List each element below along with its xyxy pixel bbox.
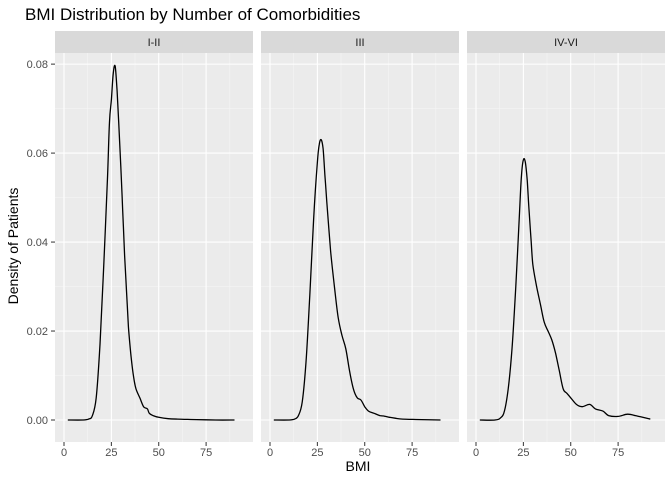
x-tick-label: 75: [200, 447, 212, 459]
x-tick-label: 50: [153, 447, 165, 459]
y-tick-label: 0.08: [27, 59, 48, 71]
strip-background: [55, 31, 253, 53]
x-tick-label: 25: [517, 447, 529, 459]
panels-group: I-II 0 25 50 75 III 0 25 50 75 IV-VI 0 25 50 75: [55, 31, 665, 459]
strip-label: III: [355, 37, 364, 49]
x-tick-label: 0: [61, 447, 67, 459]
panel-background: [467, 53, 665, 442]
y-tick-label: 0.00: [27, 415, 48, 427]
strip-label: I-II: [148, 37, 161, 49]
strip-background: [261, 31, 459, 53]
strip-background: [467, 31, 665, 53]
strip-label: IV-VI: [554, 37, 578, 49]
y-tick-label: 0.06: [27, 148, 48, 160]
panel-background: [55, 53, 253, 442]
x-tick-label: 0: [267, 447, 273, 459]
x-tick-label: 75: [406, 447, 418, 459]
density-line-iii: [273, 138, 441, 421]
x-tick-label: 0: [473, 447, 479, 459]
panel-background: [261, 53, 459, 442]
chart-title: BMI Distribution by Number of Comorbidit…: [25, 5, 360, 24]
panel-iv-vi: IV-VI 0 25 50 75: [467, 31, 665, 459]
x-tick-label: 50: [565, 447, 577, 459]
y-axis-title: Density of Patients: [5, 188, 21, 305]
y-tick-label: 0.04: [27, 237, 48, 249]
panel-iii: III 0 25 50 75: [261, 31, 459, 459]
panel-i-ii: I-II 0 25 50 75: [55, 31, 253, 459]
y-axis: 0.00 0.02 0.04 0.06 0.08: [27, 59, 55, 427]
x-axis-title: BMI: [346, 458, 371, 474]
x-tick-label: 25: [311, 447, 323, 459]
x-tick-label: 25: [105, 447, 117, 459]
x-tick-label: 50: [359, 447, 371, 459]
y-tick-label: 0.02: [27, 326, 48, 338]
density-line-i-ii: [67, 64, 235, 421]
x-tick-label: 75: [612, 447, 624, 459]
density-line-iv-vi: [479, 157, 651, 421]
